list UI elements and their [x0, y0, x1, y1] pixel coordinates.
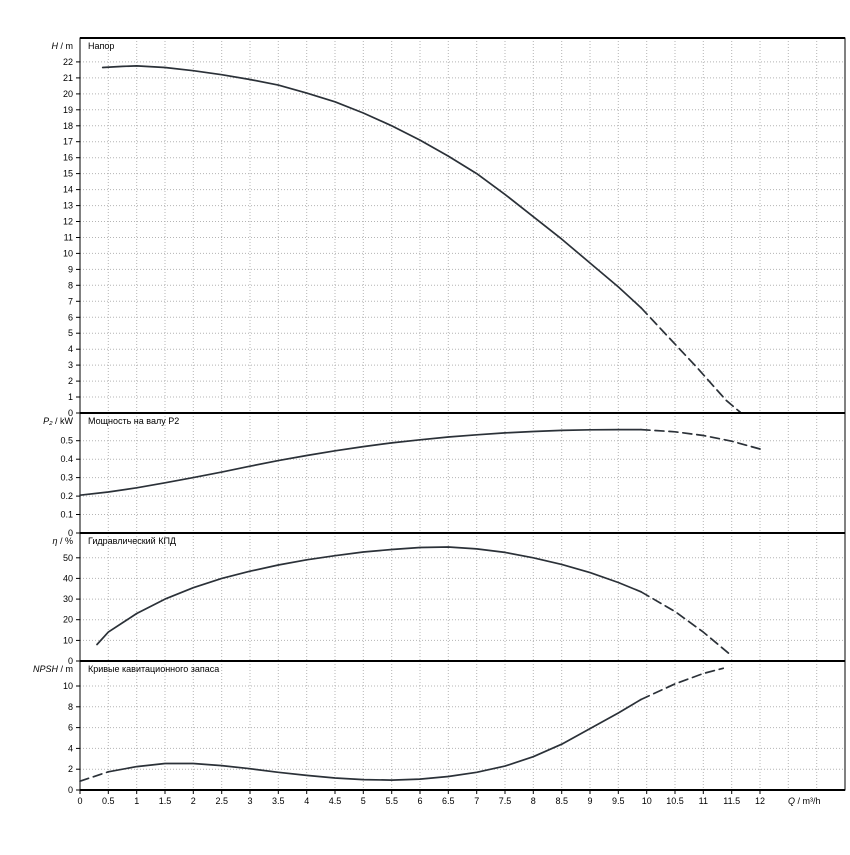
x-tick-label: 10 — [642, 796, 652, 806]
panel-title-head: Напор — [88, 41, 114, 51]
x-tick-label: 1 — [134, 796, 139, 806]
x-tick-label: 6 — [417, 796, 422, 806]
y-tick-label: 17 — [63, 137, 73, 147]
panel-title-efficiency: Гидравлический КПД — [88, 536, 176, 546]
x-tick-label: 5 — [361, 796, 366, 806]
x-tick-label: 11 — [699, 796, 708, 806]
y-tick-label: 6 — [68, 723, 73, 733]
y-tick-label: 18 — [63, 121, 73, 131]
x-axis-label: Q / m³/h — [788, 796, 821, 806]
x-tick-label: 2 — [191, 796, 196, 806]
y-tick-label: 0.1 — [60, 510, 73, 520]
y-axis-label-power: P₂ / kW — [43, 416, 73, 426]
x-tick-label: 12 — [755, 796, 765, 806]
y-tick-label: 8 — [68, 280, 73, 290]
y-tick-label: 14 — [63, 185, 73, 195]
curve-npsh-lead-extrapolated — [79, 770, 110, 783]
x-tick-label: 4 — [304, 796, 309, 806]
panel-title-npsh: Кривые кавитационного запаса — [88, 664, 219, 674]
curve-head-extrapolated — [640, 306, 742, 414]
x-tick-label: 1.5 — [159, 796, 172, 806]
y-tick-label: 20 — [63, 89, 73, 99]
curve-efficiency-extrapolated — [640, 590, 733, 657]
y-tick-label: 0 — [68, 656, 73, 666]
x-axis: 0 0.5 1 1.5 2 2.5 3 3.5 4 4.5 5 5.5 6 6.5 7 7.5 8 8.5 9 9.5… — [77, 790, 821, 806]
y-tick-label: 2 — [68, 376, 73, 386]
y-tick-label: 15 — [63, 169, 73, 179]
panel-border — [79, 660, 846, 791]
x-tick-label: 0 — [77, 796, 82, 806]
y-tick-label: 8 — [68, 702, 73, 712]
y-tick-label: 13 — [63, 201, 73, 211]
y-tick-label: 22 — [63, 57, 73, 67]
y-tick-label: 3 — [68, 360, 73, 370]
x-tick-label: 8 — [531, 796, 536, 806]
y-axis-label-npsh: NPSH / m — [33, 664, 73, 674]
y-tick-label: 0.2 — [60, 491, 73, 501]
y-tick-label: 0.5 — [60, 436, 73, 446]
panel-efficiency: 0 10 20 30 40 50 η / % Гидравлический КПД — [52, 532, 846, 666]
x-tick-label: 4.5 — [329, 796, 342, 806]
y-tick-label: 0.3 — [60, 473, 73, 483]
x-tick-label: 9.5 — [612, 796, 625, 806]
x-tick-label: 7 — [474, 796, 479, 806]
y-tick-label: 50 — [63, 553, 73, 563]
y-axis-label-efficiency: η / % — [52, 536, 73, 546]
y-tick-label: 21 — [63, 73, 73, 83]
curve-efficiency-solid — [96, 546, 642, 646]
y-tick-label: 20 — [63, 615, 73, 625]
x-tick-label: 6.5 — [442, 796, 455, 806]
y-tick-label: 10 — [63, 681, 73, 691]
y-tick-label: 5 — [68, 328, 73, 338]
curve-power-extrapolated — [640, 428, 761, 450]
y-tick-label: 4 — [68, 743, 73, 753]
y-axis-label-head: H / m — [52, 41, 74, 51]
panel-power: 0 0.1 0.2 0.3 0.4 0.5 P₂ / kW Мощность на валу … — [43, 412, 846, 538]
x-tick-label: 2.5 — [215, 796, 228, 806]
y-tick-label: 0 — [68, 785, 73, 795]
x-tick-label: 3 — [247, 796, 252, 806]
y-tick-label: 10 — [63, 248, 73, 258]
y-tick-label: 0 — [68, 408, 73, 418]
curve-npsh-solid — [107, 698, 642, 781]
y-tick-label: 0 — [68, 528, 73, 538]
x-tick-label: 3.5 — [272, 796, 285, 806]
y-tick-label: 30 — [63, 594, 73, 604]
y-tick-label: 16 — [63, 153, 73, 163]
panel-npsh: 0 2 4 6 8 10 NPSH / m Кривые кавитационного зап… — [33, 660, 846, 795]
y-tick-label: 9 — [68, 264, 73, 274]
curve-npsh-tail-extrapolated — [640, 667, 725, 701]
x-tick-label: 7.5 — [499, 796, 512, 806]
y-tick-label: 10 — [63, 635, 73, 645]
x-tick-label: 5.5 — [385, 796, 398, 806]
panel-border — [79, 532, 846, 662]
x-tick-label: 10.5 — [666, 796, 684, 806]
y-tick-label: 1 — [68, 392, 73, 402]
curve-power-solid — [79, 428, 642, 497]
y-tick-label: 2 — [68, 764, 73, 774]
panel-title-power: Мощность на валу P2 — [88, 416, 179, 426]
y-tick-label: 11 — [64, 233, 73, 243]
x-tick-label: 8.5 — [555, 796, 568, 806]
y-tick-label: 6 — [68, 312, 73, 322]
x-tick-label: 0.5 — [102, 796, 115, 806]
y-tick-label: 19 — [63, 105, 73, 115]
x-tick-label: 9 — [587, 796, 592, 806]
curve-head-solid — [101, 65, 642, 309]
x-tick-label: 11.5 — [723, 796, 740, 806]
y-tick-label: 40 — [63, 573, 73, 583]
y-tick-label: 12 — [63, 217, 73, 227]
y-tick-label: 7 — [68, 296, 73, 306]
y-tick-label: 0.4 — [60, 454, 73, 464]
y-tick-label: 4 — [68, 344, 73, 354]
